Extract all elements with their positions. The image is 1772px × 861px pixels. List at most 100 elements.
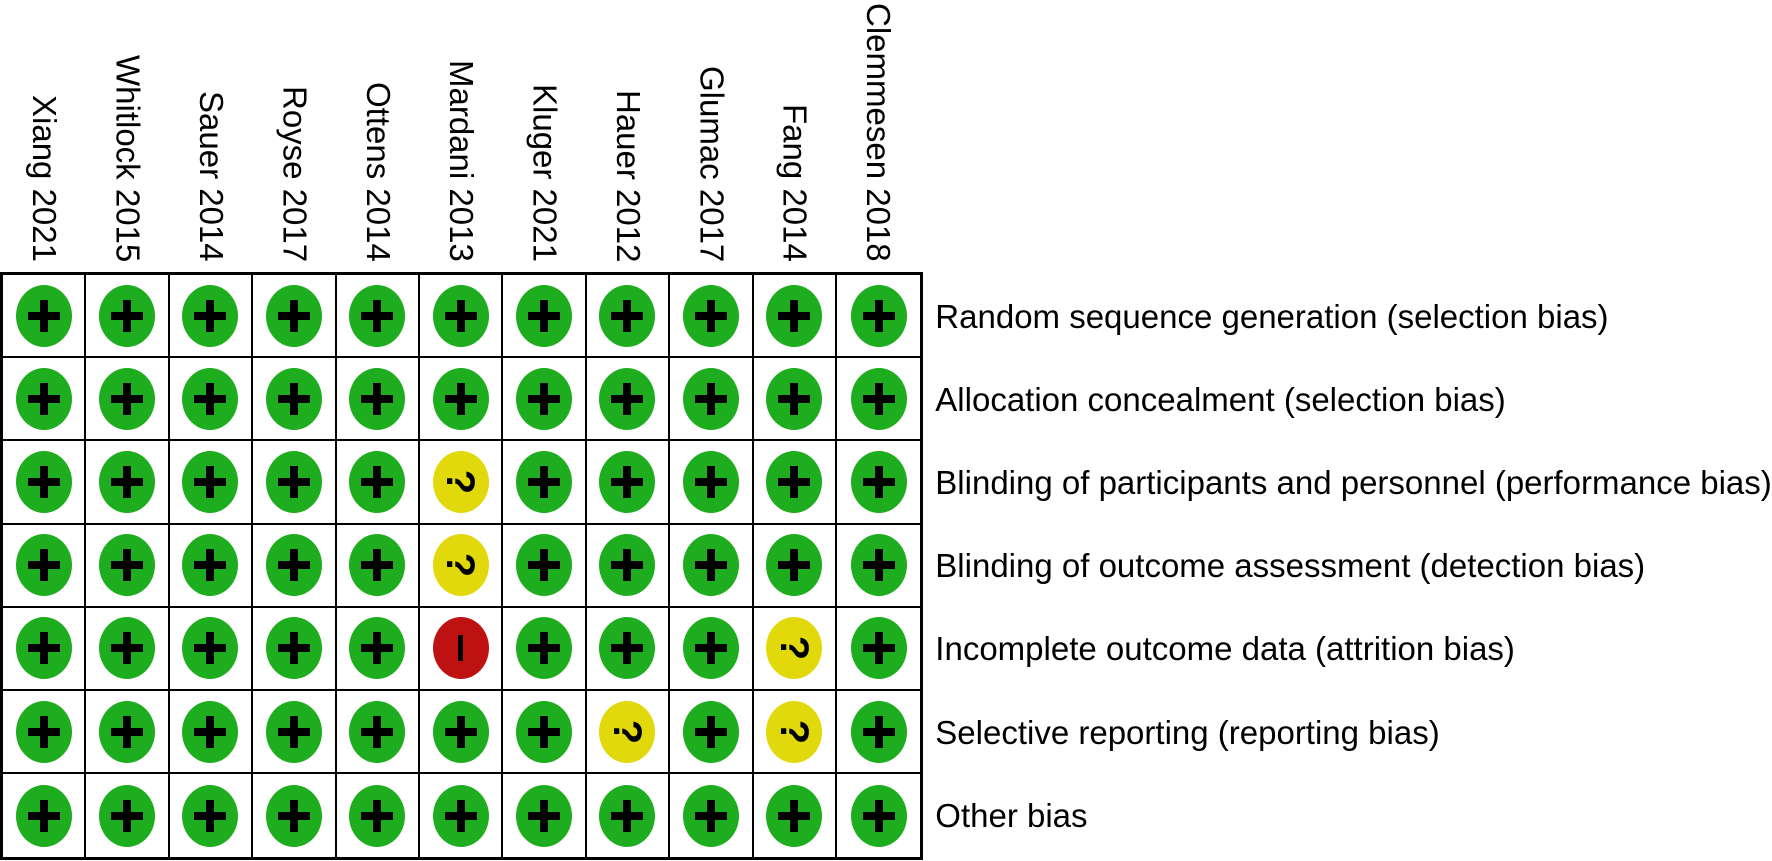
rob-cell — [836, 690, 921, 775]
study-label-slot: Hauer 2012 — [587, 0, 670, 272]
domain-label: Selective reporting (reporting bias) — [935, 713, 1440, 751]
plus-icon — [694, 799, 727, 832]
rob-cell — [586, 524, 671, 608]
judgement-circle-plus — [15, 617, 72, 680]
domain-label: Random sequence generation (selection bi… — [935, 297, 1609, 335]
rob-cell — [336, 358, 420, 442]
rob-cell — [670, 524, 754, 608]
judgement-circle-plus — [265, 534, 322, 597]
plus-icon — [694, 299, 727, 332]
study-label-slot: Sauer 2014 — [170, 0, 253, 272]
rob-cell — [86, 275, 170, 359]
judgement-circle-plus — [182, 534, 239, 597]
rob-cell — [253, 690, 337, 775]
judgement-circle-plus — [265, 700, 322, 763]
plus-icon — [277, 715, 310, 748]
judgement-circle-plus — [850, 284, 907, 347]
rob-cell — [336, 607, 420, 691]
plus-icon — [27, 549, 60, 582]
plus-icon — [111, 632, 144, 665]
judgement-circle-plus — [682, 534, 739, 597]
rob-cell — [753, 441, 837, 525]
judgement-circle-plus — [516, 284, 573, 347]
plus-icon — [277, 799, 310, 832]
rob-cell — [3, 690, 87, 775]
judgement-circle-plus — [599, 784, 656, 847]
plus-icon — [611, 299, 644, 332]
rob-cell — [253, 275, 337, 359]
rob-cell — [586, 441, 671, 525]
judgement-circle-plus — [265, 450, 322, 513]
rob-cell — [86, 690, 170, 775]
rob-grid: ????? — [0, 272, 924, 861]
plus-icon — [694, 465, 727, 498]
rob-cell — [3, 441, 87, 525]
rob-cell — [86, 524, 170, 608]
rob-cell — [836, 774, 921, 858]
rob-cell — [3, 524, 87, 608]
rob-cell — [419, 358, 504, 442]
rob-cell: ? — [419, 524, 504, 608]
study-label-slot: Fang 2014 — [754, 0, 837, 272]
plus-icon — [111, 382, 144, 415]
study-label: Ottens 2014 — [359, 82, 397, 262]
domain-label: Incomplete outcome data (attrition bias) — [935, 630, 1515, 668]
judgement-circle-plus — [15, 784, 72, 847]
judgement-circle-plus — [850, 700, 907, 763]
judgement-circle-plus — [15, 450, 72, 513]
question-mark-icon: ? — [772, 636, 817, 661]
plus-icon — [611, 632, 644, 665]
judgement-circle-plus — [599, 534, 656, 597]
judgement-circle-plus — [516, 784, 573, 847]
plus-icon — [528, 382, 561, 415]
study-label-slot: Whitlock 2015 — [86, 0, 169, 272]
judgement-circle-plus — [850, 617, 907, 680]
judgement-circle-plus — [182, 784, 239, 847]
rob-cell — [253, 607, 337, 691]
plus-icon — [111, 299, 144, 332]
rob-cell: ? — [753, 690, 837, 775]
question-mark-icon: ? — [772, 719, 817, 744]
plus-icon — [694, 632, 727, 665]
judgement-circle-plus — [516, 617, 573, 680]
judgement-circle-question: ? — [432, 450, 489, 513]
judgement-circle-plus — [766, 784, 823, 847]
judgement-circle-plus — [182, 700, 239, 763]
rob-cell — [836, 358, 921, 442]
study-label: Fang 2014 — [776, 104, 814, 262]
judgement-circle-plus — [349, 367, 406, 430]
plus-icon — [27, 465, 60, 498]
plus-icon — [27, 632, 60, 665]
judgement-circle-plus — [349, 617, 406, 680]
judgement-circle-plus — [599, 450, 656, 513]
study-label: Glumac 2017 — [693, 65, 731, 262]
rob-cell — [169, 524, 254, 608]
domain-label: Allocation concealment (selection bias) — [935, 380, 1506, 418]
judgement-circle-plus — [682, 284, 739, 347]
judgement-circle-plus — [766, 367, 823, 430]
judgement-circle-plus — [766, 450, 823, 513]
judgement-circle-plus — [15, 367, 72, 430]
rob-cell — [86, 774, 170, 858]
judgement-circle-plus — [766, 534, 823, 597]
plus-icon — [862, 549, 895, 582]
rob-cell — [86, 358, 170, 442]
plus-icon — [27, 299, 60, 332]
rob-cell — [169, 607, 254, 691]
judgement-circle-plus — [516, 534, 573, 597]
judgement-circle-plus — [682, 617, 739, 680]
plus-icon — [194, 549, 227, 582]
judgement-circle-plus — [516, 367, 573, 430]
plus-icon — [361, 382, 394, 415]
judgement-circle-question: ? — [432, 534, 489, 597]
question-mark-icon: ? — [438, 552, 483, 578]
plus-icon — [194, 382, 227, 415]
judgement-circle-plus — [850, 367, 907, 430]
judgement-circle-plus — [182, 367, 239, 430]
rob-cell — [169, 774, 254, 858]
plus-icon — [277, 382, 310, 415]
plus-icon — [778, 299, 811, 332]
plus-icon — [361, 299, 394, 332]
judgement-circle-plus — [182, 284, 239, 347]
